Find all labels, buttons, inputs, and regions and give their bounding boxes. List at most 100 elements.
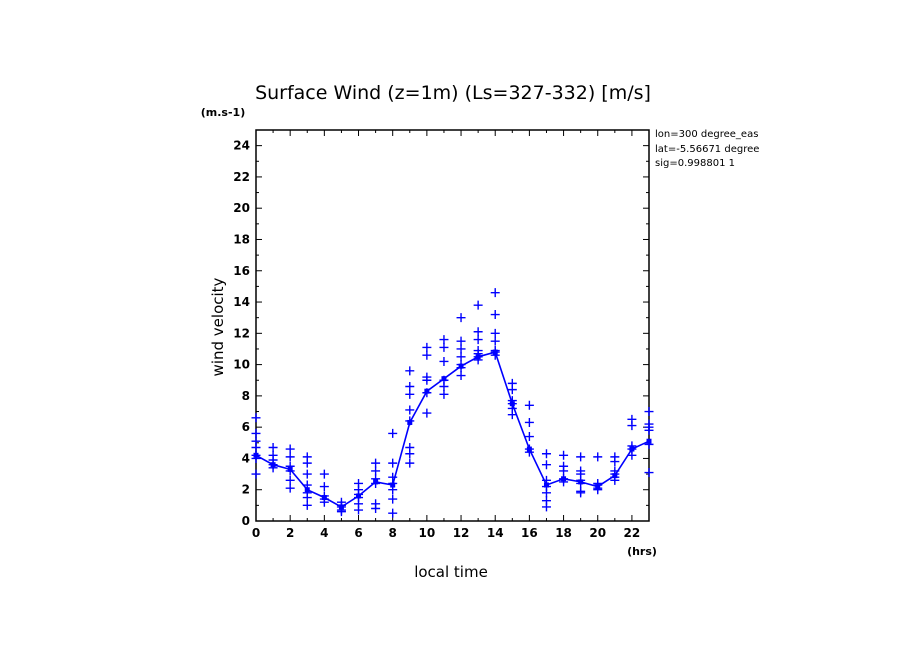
scatter-point: [490, 310, 500, 320]
scatter-point: [302, 469, 312, 479]
x-tick-label: 22: [624, 526, 641, 540]
scatter-point: [541, 460, 551, 470]
scatter-point: [473, 300, 483, 310]
scatter-point: [422, 388, 432, 398]
scatter-point: [388, 494, 398, 504]
scatter-point: [388, 485, 398, 495]
scatter-point: [405, 416, 415, 426]
chart-title: Surface Wind (z=1m) (Ls=327-332) [m/s]: [255, 82, 651, 104]
scatter-point: [541, 488, 551, 498]
y-tick-label: 2: [242, 483, 250, 497]
x-tick-label: 4: [320, 526, 328, 540]
x-tick-label: 0: [252, 526, 260, 540]
scatter-point: [627, 450, 637, 460]
scatter-point: [285, 483, 295, 493]
scatter-point: [559, 450, 569, 460]
scatter-point: [285, 466, 295, 476]
scatter-point: [541, 502, 551, 512]
y-tick-label: 12: [233, 326, 250, 340]
scatter-point: [456, 336, 466, 346]
scatter-point: [268, 442, 278, 452]
x-tick-label: 6: [354, 526, 362, 540]
scatter-point: [251, 413, 261, 423]
scatter-point: [456, 313, 466, 323]
scatter-point: [541, 449, 551, 459]
y-tick-label: 14: [233, 295, 250, 309]
info-line-lat: lat=-5.56671 degree: [655, 144, 759, 155]
scatter-point: [473, 355, 483, 365]
y-tick-label: 8: [242, 389, 250, 403]
y-tick-label: 18: [233, 232, 250, 246]
scatter-point: [439, 335, 449, 345]
scatter-point: [524, 400, 534, 410]
y-tick-label: 16: [233, 264, 250, 278]
scatter-point: [439, 356, 449, 366]
scatter-point: [490, 288, 500, 298]
y-tick-label: 4: [242, 451, 250, 465]
scatter-point: [251, 442, 261, 452]
info-line-sig: sig=0.998801 1: [655, 158, 735, 169]
scatter-point: [559, 477, 569, 487]
scatter-point: [422, 408, 432, 418]
y-tick-label: 20: [233, 201, 250, 215]
scatter-point: [456, 352, 466, 362]
y-tick-label: 24: [233, 139, 250, 153]
scatter-point: [422, 350, 432, 360]
scatter-point: [388, 508, 398, 518]
scatter-point: [405, 389, 415, 399]
scatter-point: [302, 480, 312, 490]
x-tick-label: 18: [555, 526, 572, 540]
x-tick-label: 2: [286, 526, 294, 540]
plot-frame: [255, 129, 650, 522]
mean-wind-line: [255, 351, 650, 508]
scatter-point: [268, 463, 278, 473]
scatter-point: [371, 503, 381, 513]
scatter-point: [490, 328, 500, 338]
info-line-lon: lon=300 degree_eas: [655, 129, 758, 140]
scatter-point: [319, 469, 329, 479]
scatter-point: [644, 468, 654, 478]
x-tick-label: 14: [487, 526, 504, 540]
scatter-point: [405, 366, 415, 376]
scatter-point: [456, 363, 466, 373]
scatter-point: [319, 497, 329, 507]
scatter-point: [422, 342, 432, 352]
y-tick-label: 6: [242, 420, 250, 434]
scatter-point: [593, 452, 603, 462]
y-tick-label: 10: [233, 358, 250, 372]
scatter-point: [507, 385, 517, 395]
scatter-point: [251, 469, 261, 479]
scatter-point: [644, 425, 654, 435]
scatter-point: [285, 444, 295, 454]
scatter-point: [610, 457, 620, 467]
scatter-point: [507, 410, 517, 420]
x-unit-label: (hrs): [627, 545, 657, 558]
scatter-point: [251, 453, 261, 463]
scatter-point: [336, 507, 346, 517]
y-tick-label: 22: [233, 170, 250, 184]
scatter-point: [524, 417, 534, 427]
scatter-point: [302, 500, 312, 510]
scatter-point: [405, 458, 415, 468]
scatter-point: [405, 449, 415, 459]
scatter-point: [524, 447, 534, 457]
scatter-point: [593, 485, 603, 495]
x-tick-label: 16: [521, 526, 538, 540]
scatter-point: [285, 452, 295, 462]
scatter-point: [251, 428, 261, 438]
scatter-point: [439, 381, 449, 391]
scatter-point: [405, 381, 415, 391]
scatter-point: [302, 458, 312, 468]
scatter-point: [524, 432, 534, 442]
scatter-point: [388, 428, 398, 438]
y-axis-label: wind velocity: [209, 277, 227, 376]
scatter-point: [627, 421, 637, 431]
scatter-point: [644, 439, 654, 449]
scatter-point: [319, 482, 329, 492]
scatter-point: [302, 493, 312, 503]
scatter-point: [456, 371, 466, 381]
x-tick-label: 10: [419, 526, 436, 540]
scatter-point: [405, 405, 415, 415]
